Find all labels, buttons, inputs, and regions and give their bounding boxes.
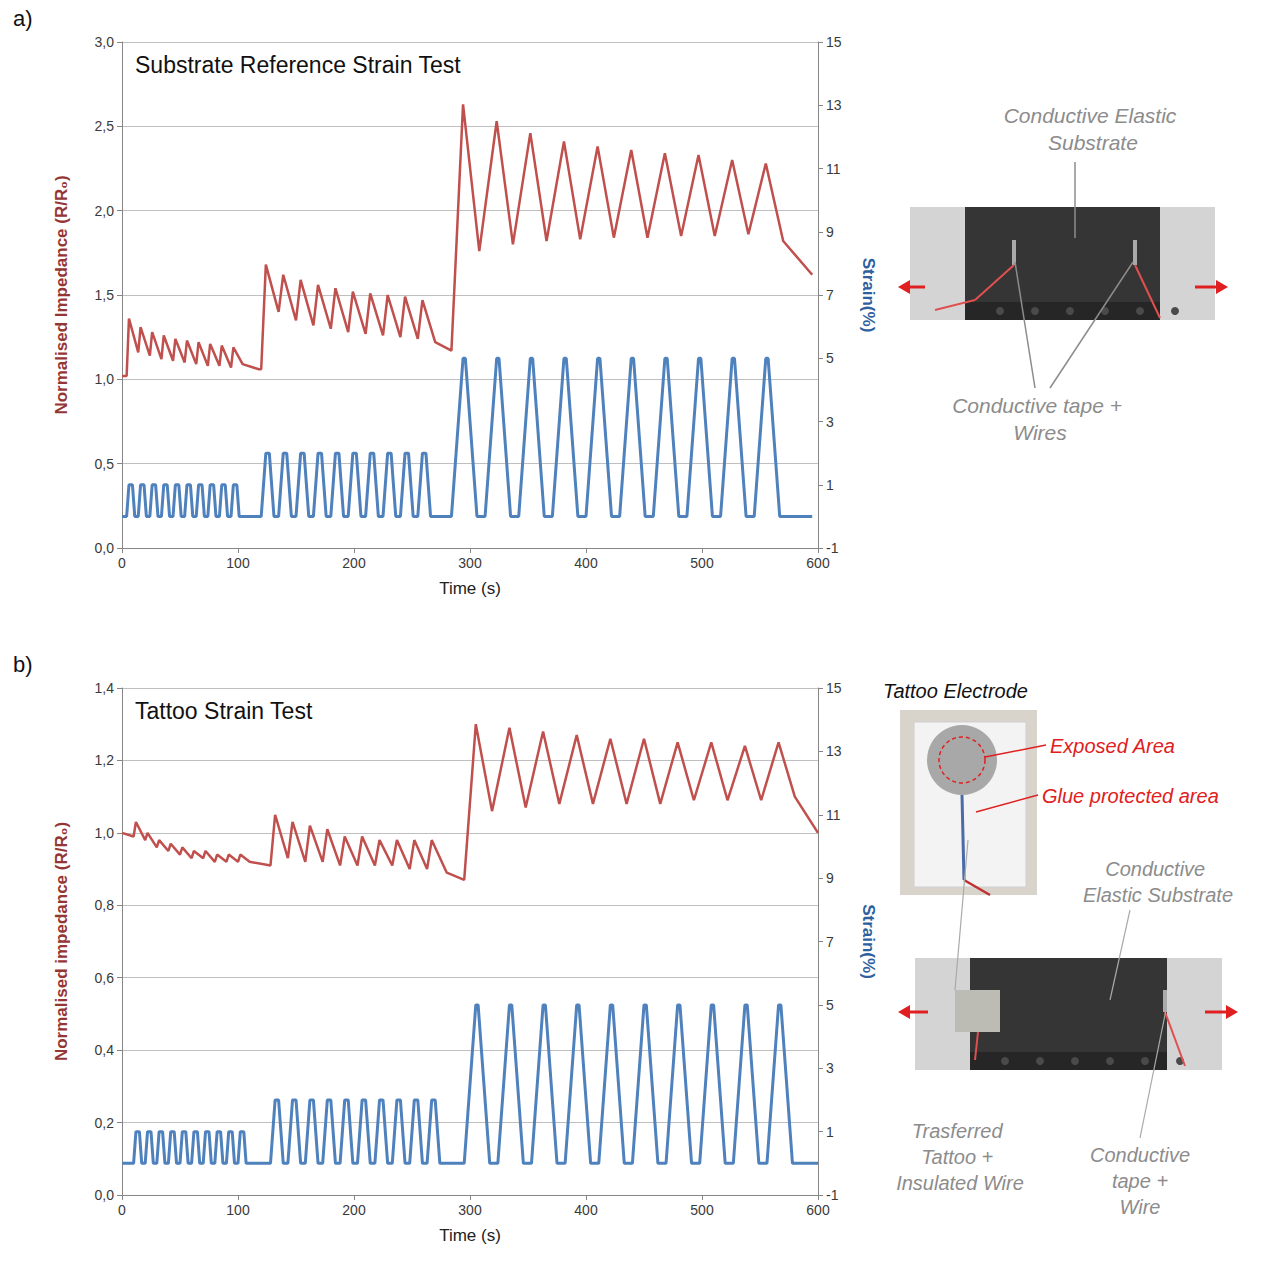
svg-text:7: 7 [826, 934, 834, 950]
svg-text:200: 200 [342, 555, 366, 571]
svg-text:Trasferred: Trasferred [912, 1120, 1008, 1142]
svg-text:600: 600 [806, 1202, 830, 1218]
svg-text:Insulated Wire: Insulated Wire [896, 1172, 1024, 1194]
svg-text:0,4: 0,4 [95, 1042, 115, 1058]
svg-text:300: 300 [458, 1202, 482, 1218]
svg-text:Elastic Substrate: Elastic Substrate [1083, 884, 1233, 906]
svg-text:9: 9 [826, 870, 834, 886]
svg-text:Exposed Area: Exposed Area [1050, 735, 1175, 757]
svg-text:Conductive tape +: Conductive tape + [952, 394, 1128, 417]
svg-text:7: 7 [826, 287, 834, 303]
svg-text:13: 13 [826, 743, 842, 759]
svg-text:0,0: 0,0 [95, 1187, 115, 1203]
svg-text:3,0: 3,0 [95, 34, 115, 50]
svg-text:100: 100 [226, 1202, 250, 1218]
svg-text:2,5: 2,5 [95, 118, 115, 134]
svg-text:500: 500 [690, 555, 714, 571]
svg-text:tape +: tape + [1106, 1170, 1173, 1192]
svg-text:Normalised impedance (R/R₀): Normalised impedance (R/R₀) [52, 822, 71, 1061]
svg-text:1,0: 1,0 [95, 825, 115, 841]
svg-text:Wire: Wire [1120, 1196, 1161, 1218]
svg-text:500: 500 [690, 1202, 714, 1218]
svg-text:Tattoo +: Tattoo + [921, 1146, 999, 1168]
svg-text:15: 15 [826, 34, 842, 50]
svg-text:5: 5 [826, 350, 834, 366]
svg-text:2,0: 2,0 [95, 203, 115, 219]
svg-text:-1: -1 [826, 540, 839, 556]
svg-text:Time (s): Time (s) [439, 1226, 501, 1245]
svg-text:Substrate: Substrate [1042, 131, 1138, 154]
svg-text:Tattoo Strain Test: Tattoo Strain Test [135, 698, 313, 724]
svg-text:Strain(%): Strain(%) [859, 258, 878, 333]
svg-text:Substrate Reference Strain Tes: Substrate Reference Strain Test [135, 52, 461, 78]
svg-text:1,0: 1,0 [95, 371, 115, 387]
svg-text:1,2: 1,2 [95, 752, 115, 768]
svg-text:1,4: 1,4 [95, 680, 115, 696]
svg-text:Strain(%): Strain(%) [859, 904, 878, 979]
svg-text:1,5: 1,5 [95, 287, 115, 303]
svg-text:15: 15 [826, 680, 842, 696]
svg-text:-1: -1 [826, 1187, 839, 1203]
svg-text:0,6: 0,6 [95, 970, 115, 986]
svg-text:a): a) [13, 6, 33, 31]
svg-text:13: 13 [826, 97, 842, 113]
svg-text:3: 3 [826, 1060, 834, 1076]
svg-text:Time (s): Time (s) [439, 579, 501, 598]
svg-text:11: 11 [826, 161, 841, 177]
svg-text:5: 5 [826, 997, 834, 1013]
svg-text:0: 0 [118, 555, 126, 571]
svg-text:Conductive Elastic: Conductive Elastic [1004, 104, 1177, 127]
svg-text:Conductive: Conductive [1105, 858, 1211, 880]
svg-text:Glue protected area: Glue protected area [1042, 785, 1219, 807]
svg-text:11: 11 [826, 807, 841, 823]
svg-text:0,2: 0,2 [95, 1115, 115, 1131]
svg-text:0,5: 0,5 [95, 456, 115, 472]
svg-text:400: 400 [574, 555, 598, 571]
svg-text:Wires: Wires [1013, 421, 1067, 444]
svg-text:1: 1 [826, 477, 834, 493]
svg-text:100: 100 [226, 555, 250, 571]
svg-text:0,0: 0,0 [95, 540, 115, 556]
svg-text:9: 9 [826, 224, 834, 240]
svg-text:0,8: 0,8 [95, 897, 115, 913]
svg-text:3: 3 [826, 414, 834, 430]
svg-text:400: 400 [574, 1202, 598, 1218]
svg-text:200: 200 [342, 1202, 366, 1218]
svg-text:0: 0 [118, 1202, 126, 1218]
svg-text:300: 300 [458, 555, 482, 571]
svg-text:Conductive: Conductive [1090, 1144, 1190, 1166]
svg-text:600: 600 [806, 555, 830, 571]
svg-text:b): b) [13, 652, 33, 677]
svg-text:1: 1 [826, 1124, 834, 1140]
svg-text:Normalised Impedance (R/R₀): Normalised Impedance (R/R₀) [52, 175, 71, 414]
svg-text:Tattoo Electrode: Tattoo Electrode [883, 680, 1028, 702]
